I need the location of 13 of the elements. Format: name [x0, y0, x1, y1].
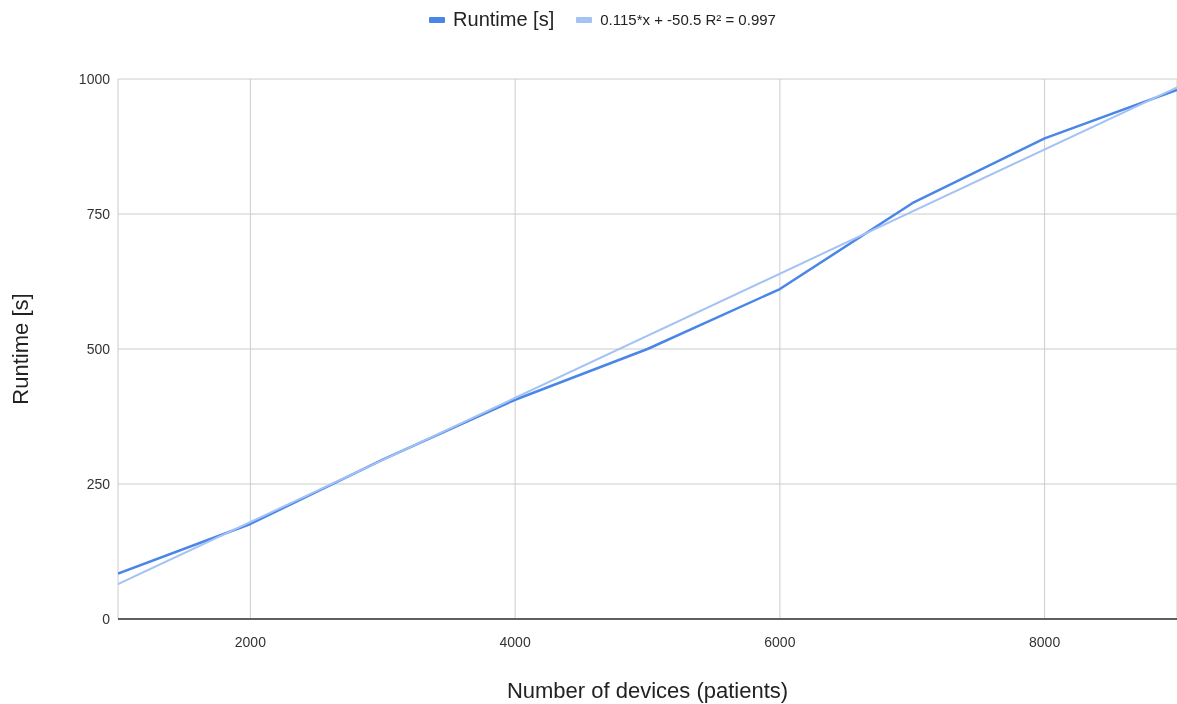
x-axis-title: Number of devices (patients) [506, 678, 789, 703]
x-tick-label: 2000 [234, 633, 267, 650]
y-tick-label: 0 [102, 610, 111, 627]
x-tick-label: 6000 [764, 633, 796, 650]
y-tick-label: 250 [86, 475, 111, 492]
y-tick-label: 750 [86, 205, 111, 222]
x-tick-label: 8000 [1029, 633, 1061, 650]
legend-label: Runtime [s] [453, 8, 555, 31]
legend-label: 0.115*x + -50.5 R² = 0.997 [600, 11, 776, 28]
y-axis-title: Runtime [s] [7, 293, 33, 405]
y-tick-label: 1000 [78, 70, 111, 87]
y-tick-label: 500 [86, 340, 111, 357]
x-tick-label: 4000 [499, 633, 531, 650]
